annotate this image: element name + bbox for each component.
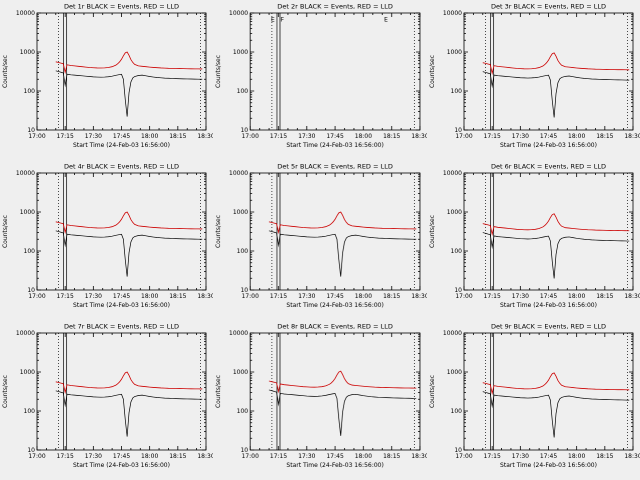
panel-det-9r (426, 320, 640, 480)
chart-det-8r (213, 320, 427, 480)
chart-det-2r (213, 0, 427, 160)
chart-det-6r (426, 160, 640, 320)
panel-det-3r (426, 0, 640, 160)
chart-det-4r (0, 160, 214, 320)
chart-det-7r (0, 320, 214, 480)
panel-det-7r (0, 320, 214, 480)
panel-det-2r (213, 0, 427, 160)
panel-det-8r (213, 320, 427, 480)
panel-det-1r (0, 0, 214, 160)
panel-det-4r (0, 160, 214, 320)
chart-det-1r (0, 0, 214, 160)
panel-det-6r (426, 160, 640, 320)
chart-det-5r (213, 160, 427, 320)
chart-det-9r (426, 320, 640, 480)
panel-det-5r (213, 160, 427, 320)
chart-det-3r (426, 0, 640, 160)
